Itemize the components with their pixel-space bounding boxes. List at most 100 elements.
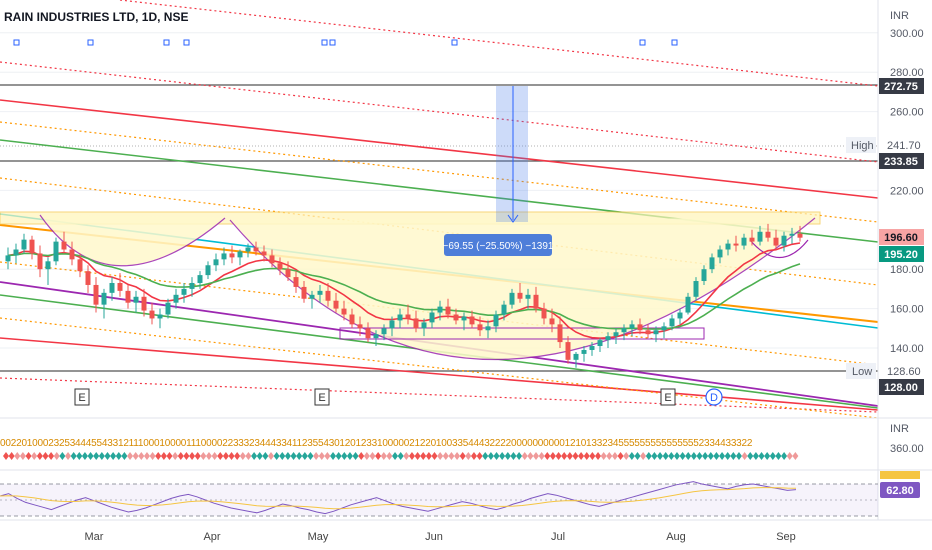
price-tag-box: [879, 379, 924, 395]
candle: [589, 346, 595, 350]
rsi-pane: 62.80: [0, 471, 920, 517]
signal-diamond: [217, 452, 224, 460]
candle: [141, 296, 147, 311]
signal-diamond: [324, 452, 331, 460]
signal-diamond: [42, 452, 49, 460]
signal-diamond: [595, 452, 602, 460]
drawing-tools[interactable]: [0, 0, 879, 419]
candle: [221, 253, 227, 260]
signal-diamond: [696, 452, 703, 460]
measure-tool[interactable]: −69.55 (−25.50%) −1391: [443, 86, 554, 256]
candle: [245, 247, 251, 252]
signal-diamond: [363, 452, 370, 460]
signal-diamond: [251, 452, 258, 460]
candle: [485, 326, 491, 331]
candle: [333, 300, 339, 309]
signal-diamond: [476, 452, 483, 460]
signal-diamond: [121, 452, 128, 460]
date-tick: Jul: [551, 531, 565, 543]
candle: [621, 328, 627, 333]
signal-diamond: [634, 452, 641, 460]
candle: [637, 324, 643, 331]
signal-diamond: [228, 452, 235, 460]
signal-diamond: [425, 452, 432, 460]
signal-diamond: [341, 452, 348, 460]
candle: [325, 290, 331, 301]
signal-diamond: [769, 452, 776, 460]
signal-diamond: [397, 452, 404, 460]
top-marker: [671, 39, 678, 46]
signal-diamond: [735, 452, 742, 460]
signal-diamond: [189, 452, 196, 460]
signal-diamond: [211, 452, 218, 460]
signal-diamond: [234, 452, 241, 460]
candle: [349, 314, 355, 325]
candle: [669, 318, 675, 327]
signal-diamond: [81, 452, 88, 460]
price-tick: 300.00: [890, 28, 924, 40]
signal-diamond: [651, 452, 658, 460]
price-tag: 196.60: [879, 229, 924, 245]
signal-diamond: [499, 452, 506, 460]
signal-diamond: [160, 452, 167, 460]
signal-diamond: [719, 452, 726, 460]
signal-diamond: [578, 452, 585, 460]
price-tag-box: [879, 246, 924, 262]
price-tag-box: [879, 153, 924, 169]
signal-diamond: [437, 452, 444, 460]
digits-pane: INR 360.00 00220100023253444554331211100…: [0, 423, 924, 460]
candle: [765, 231, 771, 238]
signal-diamond: [245, 452, 252, 460]
signal-diamond: [19, 452, 26, 460]
signal-diamond: [606, 452, 613, 460]
candle: [797, 233, 803, 238]
price-tick: 280.00: [890, 67, 924, 79]
digit-row: 0022010002325344455433121110001000011100…: [0, 438, 753, 449]
candle: [213, 259, 219, 266]
candle: [781, 235, 787, 246]
candle: [53, 241, 59, 262]
candle: [493, 314, 499, 327]
high-label: High: [851, 140, 874, 152]
digits-tick: 360.00: [890, 443, 924, 455]
signal-diamond: [70, 452, 77, 460]
signal-diamond: [3, 452, 9, 460]
candle: [501, 304, 507, 315]
signal-diamond: [482, 452, 489, 460]
signal-diamond: [48, 452, 55, 460]
signal-diamond: [589, 452, 596, 460]
earnings-marker: [74, 388, 90, 406]
candles: [5, 223, 803, 368]
signal-diamond: [775, 452, 782, 460]
signal-diamond: [25, 452, 32, 460]
signal-diamond: [470, 452, 477, 460]
candle: [165, 302, 171, 315]
signal-diamond: [155, 452, 162, 460]
signal-diamond: [549, 452, 556, 460]
candle: [277, 263, 283, 270]
candle: [645, 330, 651, 335]
signal-diamond: [307, 452, 314, 460]
candle: [533, 294, 539, 309]
signal-diamond: [53, 452, 60, 460]
low-value: 128.60: [887, 366, 921, 378]
price-axis[interactable]: INR 300.00 280.00 260.00 220.00 180.00 160.00…: [890, 10, 924, 355]
price-tag-value: 196.60: [884, 232, 918, 244]
earnings-marker: [660, 388, 676, 406]
rsi-value: 62.80: [886, 485, 914, 497]
trendline: [0, 121, 879, 223]
candle: [613, 332, 619, 337]
trendline: [0, 377, 879, 413]
signal-diamond: [465, 452, 472, 460]
signal-diamond: [527, 452, 534, 460]
price-tags: 272.75 233.85 196.60 195.20 128.00: [879, 78, 924, 395]
signal-diamond: [442, 452, 449, 460]
date-tick: Apr: [203, 531, 220, 543]
candle: [397, 314, 403, 321]
signal-diamond: [115, 452, 122, 460]
price-tag-value: 195.20: [884, 249, 918, 261]
candle: [541, 308, 547, 319]
signal-diamond: [544, 452, 551, 460]
date-axis[interactable]: Mar Apr May Jun Jul Aug Sep: [85, 531, 796, 543]
